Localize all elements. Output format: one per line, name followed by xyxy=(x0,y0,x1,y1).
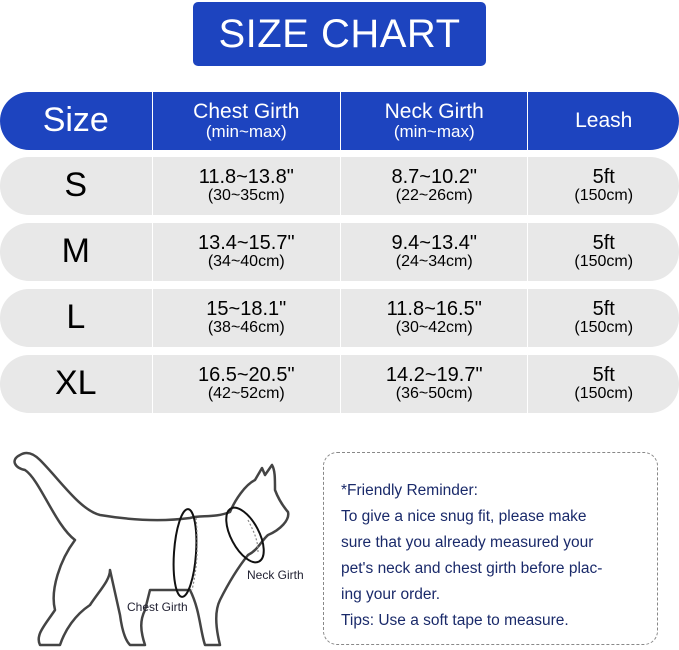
size-cell: M xyxy=(0,223,153,281)
table-header: Size Chest Girth (min~max) Neck Girth (min… xyxy=(0,92,679,150)
neck-cell: 8.7~10.2" (22~26cm) xyxy=(341,157,529,215)
header-label: Leash xyxy=(575,108,633,132)
header-sub: (min~max) xyxy=(205,122,287,142)
table-row: L 15~18.1" (38~46cm) 11.8~16.5" (30~42cm) … xyxy=(0,289,679,347)
table-row: XL 16.5~20.5" (42~52cm) 14.2~19.7" (36~50c… xyxy=(0,355,679,413)
leash-cm: (150cm) xyxy=(574,253,634,271)
note-line: To give a nice snug fit, please make xyxy=(341,508,587,525)
size-cell: L xyxy=(0,289,153,347)
chest-girth-label: Chest Girth xyxy=(127,600,188,614)
neck-inches: 11.8~16.5" xyxy=(386,298,482,321)
neck-cm: (24~34cm) xyxy=(395,253,473,271)
chest-cm: (34~40cm) xyxy=(207,253,285,271)
neck-inches: 8.7~10.2" xyxy=(391,166,477,189)
neck-inches: 9.4~13.4" xyxy=(391,232,477,255)
note-line: pet's neck and chest girth before plac- xyxy=(341,560,603,577)
chest-cell: 15~18.1" (38~46cm) xyxy=(153,289,341,347)
friendly-reminder-box: *Friendly Reminder: To give a nice snug … xyxy=(323,452,658,645)
leash-cell: 5ft (150cm) xyxy=(528,355,679,413)
header-label: Neck Girth xyxy=(384,100,484,124)
leash-ft: 5ft xyxy=(592,298,615,321)
neck-girth-label: Neck Girth xyxy=(247,568,304,582)
leash-cell: 5ft (150cm) xyxy=(528,289,679,347)
size-value: S xyxy=(64,166,88,205)
chest-inches: 13.4~15.7" xyxy=(197,232,295,255)
neck-cell: 14.2~19.7" (36~50cm) xyxy=(341,355,529,413)
neck-inches: 14.2~19.7" xyxy=(385,364,483,387)
table-row: S 11.8~13.8" (30~35cm) 8.7~10.2" (22~26cm)… xyxy=(0,157,679,215)
neck-cell: 11.8~16.5" (30~42cm) xyxy=(341,289,529,347)
leash-ft: 5ft xyxy=(592,364,615,387)
size-cell: S xyxy=(0,157,153,215)
leash-cm: (150cm) xyxy=(574,319,634,337)
size-value: M xyxy=(61,232,90,271)
table-row: M 13.4~15.7" (34~40cm) 9.4~13.4" (24~34cm)… xyxy=(0,223,679,281)
size-value: XL xyxy=(54,364,97,403)
neck-cell: 9.4~13.4" (24~34cm) xyxy=(341,223,529,281)
chest-cell: 16.5~20.5" (42~52cm) xyxy=(153,355,341,413)
leash-cell: 5ft (150cm) xyxy=(528,223,679,281)
leash-ft: 5ft xyxy=(592,166,615,189)
chest-inches: 15~18.1" xyxy=(206,298,287,321)
note-line: Tips: Use a soft tape to measure. xyxy=(341,612,569,629)
leash-cm: (150cm) xyxy=(574,187,634,205)
header-sub: (min~max) xyxy=(393,122,475,142)
header-neck: Neck Girth (min~max) xyxy=(341,92,529,150)
size-chart-title: SIZE CHART xyxy=(193,2,486,66)
note-line: *Friendly Reminder: xyxy=(341,482,478,499)
chest-cm: (30~35cm) xyxy=(207,187,285,205)
chest-inches: 11.8~13.8" xyxy=(198,166,294,189)
leash-cell: 5ft (150cm) xyxy=(528,157,679,215)
neck-cm: (30~42cm) xyxy=(395,319,473,337)
cat-measurement-diagram xyxy=(13,451,290,647)
header-label: Size xyxy=(42,101,109,140)
leash-ft: 5ft xyxy=(592,232,615,255)
chest-cm: (38~46cm) xyxy=(207,319,285,337)
note-line: sure that you already measured your xyxy=(341,534,594,551)
leash-cm: (150cm) xyxy=(574,385,634,403)
note-line: ing your order. xyxy=(341,586,441,603)
chest-cm: (42~52cm) xyxy=(207,385,285,403)
header-leash: Leash xyxy=(528,92,679,150)
neck-cm: (22~26cm) xyxy=(395,187,473,205)
header-size: Size xyxy=(0,92,153,150)
size-value: L xyxy=(66,298,86,337)
chest-cell: 13.4~15.7" (34~40cm) xyxy=(153,223,341,281)
neck-cm: (36~50cm) xyxy=(395,385,473,403)
size-cell: XL xyxy=(0,355,153,413)
header-label: Chest Girth xyxy=(193,100,300,124)
header-chest: Chest Girth (min~max) xyxy=(153,92,341,150)
chest-cell: 11.8~13.8" (30~35cm) xyxy=(153,157,341,215)
chest-inches: 16.5~20.5" xyxy=(197,364,295,387)
